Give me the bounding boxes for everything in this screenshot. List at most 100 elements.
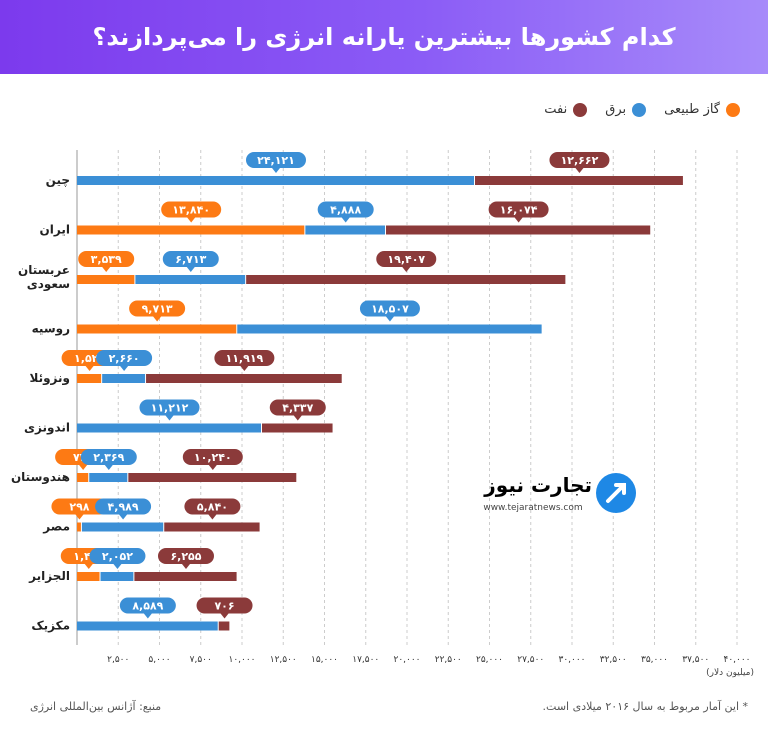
x-tick-label: ۳۲,۵۰۰ [600, 655, 627, 665]
data-label-pointer-gas [79, 465, 88, 470]
bar-gas [77, 522, 81, 532]
bar-electricity [77, 176, 474, 185]
data-label-electricity: ۲,۳۶۹ [93, 451, 124, 464]
x-tick-label: ۳۰,۰۰۰ [558, 655, 585, 665]
data-label-bubble-electricity [245, 152, 306, 168]
data-label-gas: ۱۳,۸۴۰ [172, 204, 210, 217]
bar-electricity [77, 621, 218, 631]
x-tick-label: ۱۰,۰۰۰ [228, 655, 255, 665]
legend-label-gas: گاز طبیعی [664, 102, 720, 117]
watermark-logo: تجارت نیوز www.tejaratnews.com [474, 473, 638, 521]
bar-oil [146, 374, 342, 383]
x-tick-label: ۱۲,۵۰۰ [270, 655, 297, 665]
data-label-bubble-electricity [359, 300, 420, 317]
data-label-bubble-electricity [162, 251, 219, 267]
data-label-bubble-oil [376, 251, 437, 267]
x-tick-label: ۲۰,۰۰۰ [393, 655, 420, 665]
data-label-pointer-gas [85, 366, 94, 371]
bar-electricity [102, 374, 146, 383]
data-label-pointer-electricity [271, 168, 280, 173]
data-label-pointer-electricity [104, 465, 113, 470]
data-label-electricity: ۲,۶۶۰ [109, 352, 140, 365]
data-label-pointer-gas [153, 316, 162, 322]
x-tick-label: ۵,۰۰۰ [148, 655, 170, 665]
data-label-bubble-electricity [89, 548, 146, 564]
x-tick-label: ۴۰,۰۰۰ [723, 655, 750, 665]
x-axis-unit-label: (میلیون دلار) [706, 668, 754, 678]
bar-electricity [81, 522, 164, 532]
legend-swatch-electricity [632, 102, 647, 117]
footer-note: * این آمار مربوط به سال ۲۰۱۶ میلادی است. [542, 700, 748, 713]
bar-oil [218, 621, 230, 631]
data-label-electricity: ۴,۸۸۸ [330, 204, 361, 217]
legend-swatch-oil [573, 102, 588, 117]
category-label: الجزایر [28, 569, 70, 583]
legend-item-oil: نفت [544, 102, 588, 117]
data-label-pointer-electricity [113, 564, 122, 569]
bar-electricity [77, 423, 261, 433]
data-label-electricity: ۱۸,۵۰۷ [371, 303, 409, 316]
data-label-pointer-electricity [165, 415, 174, 421]
data-label-pointer-oil [293, 415, 302, 421]
data-label-bubble-oil [488, 201, 549, 218]
data-label-bubble-oil [182, 449, 243, 465]
data-label-bubble-oil [214, 350, 275, 366]
data-label-bubble-electricity [317, 201, 374, 218]
data-label-gas: ۹,۷۱۳ [142, 303, 173, 316]
bar-gas [77, 374, 102, 383]
bar-electricity [89, 473, 128, 482]
bar-gas [77, 324, 237, 334]
tejaratnews-logo-icon [596, 473, 636, 513]
bar-gas [77, 572, 100, 581]
bar-gas [77, 275, 135, 284]
category-label: اندونزی [24, 421, 70, 436]
data-label-pointer-gas [187, 217, 196, 223]
data-label-bubble-electricity [119, 597, 176, 614]
data-label-oil: ۱۱,۹۱۹ [226, 352, 264, 365]
bar-oil [386, 225, 651, 235]
data-label-electricity: ۸,۵۸۹ [132, 600, 163, 613]
bar-electricity [237, 324, 542, 334]
data-label-pointer-oil [208, 514, 217, 520]
logo-brand-text: تجارت نیوز [484, 473, 592, 497]
legend-item-gas: گاز طبیعی [664, 102, 740, 117]
data-label-oil: ۱۶,۰۷۴ [500, 204, 538, 217]
x-tick-label: ۲۷,۵۰۰ [517, 655, 544, 665]
x-tick-label: ۲,۵۰۰ [107, 655, 129, 665]
data-label-bubble-oil [269, 399, 326, 416]
data-label-pointer-oil [208, 465, 217, 470]
data-label-pointer-electricity [341, 217, 350, 223]
bar-electricity [305, 225, 386, 235]
data-label-bubble-oil [549, 152, 610, 168]
data-label-oil: ۱۰,۲۴۰ [194, 451, 232, 464]
category-label: چین [46, 173, 70, 187]
category-label: ایران [40, 223, 70, 237]
legend-swatch-gas [726, 102, 740, 117]
logo-url-text: www.tejaratnews.com [483, 503, 583, 513]
data-label-bubble-gas [51, 498, 108, 515]
data-label-pointer-oil [514, 217, 523, 223]
data-label-electricity: ۶,۷۱۳ [175, 253, 206, 266]
category-label: هندوستان [11, 470, 70, 485]
legend-label-oil: نفت [544, 102, 568, 117]
data-label-pointer-electricity [119, 514, 128, 520]
data-label-pointer-oil [240, 366, 249, 371]
data-label-oil: ۶,۲۵۵ [170, 550, 201, 563]
category-label: روسیه [32, 322, 70, 337]
x-tick-label: ۷,۵۰۰ [190, 655, 212, 665]
bar-oil [474, 176, 683, 185]
bar-oil [261, 423, 333, 433]
data-label-bubble-oil [184, 498, 241, 515]
data-label-bubble-electricity [80, 449, 137, 465]
x-tick-label: ۲۵,۰۰۰ [476, 655, 503, 665]
bar-gas [77, 225, 305, 235]
data-label-pointer-gas [84, 564, 93, 569]
data-label-oil: ۷۰۶ [214, 600, 234, 613]
bar-electricity [135, 275, 246, 284]
bar-oil [246, 275, 566, 284]
data-label-electricity: ۴,۹۸۹ [108, 501, 139, 514]
data-label-electricity: ۲,۰۵۲ [102, 550, 133, 563]
data-label-bubble-oil [157, 548, 214, 564]
category-label: سعودی [27, 277, 70, 292]
data-label-gas: ۲۹۸ [69, 501, 89, 514]
